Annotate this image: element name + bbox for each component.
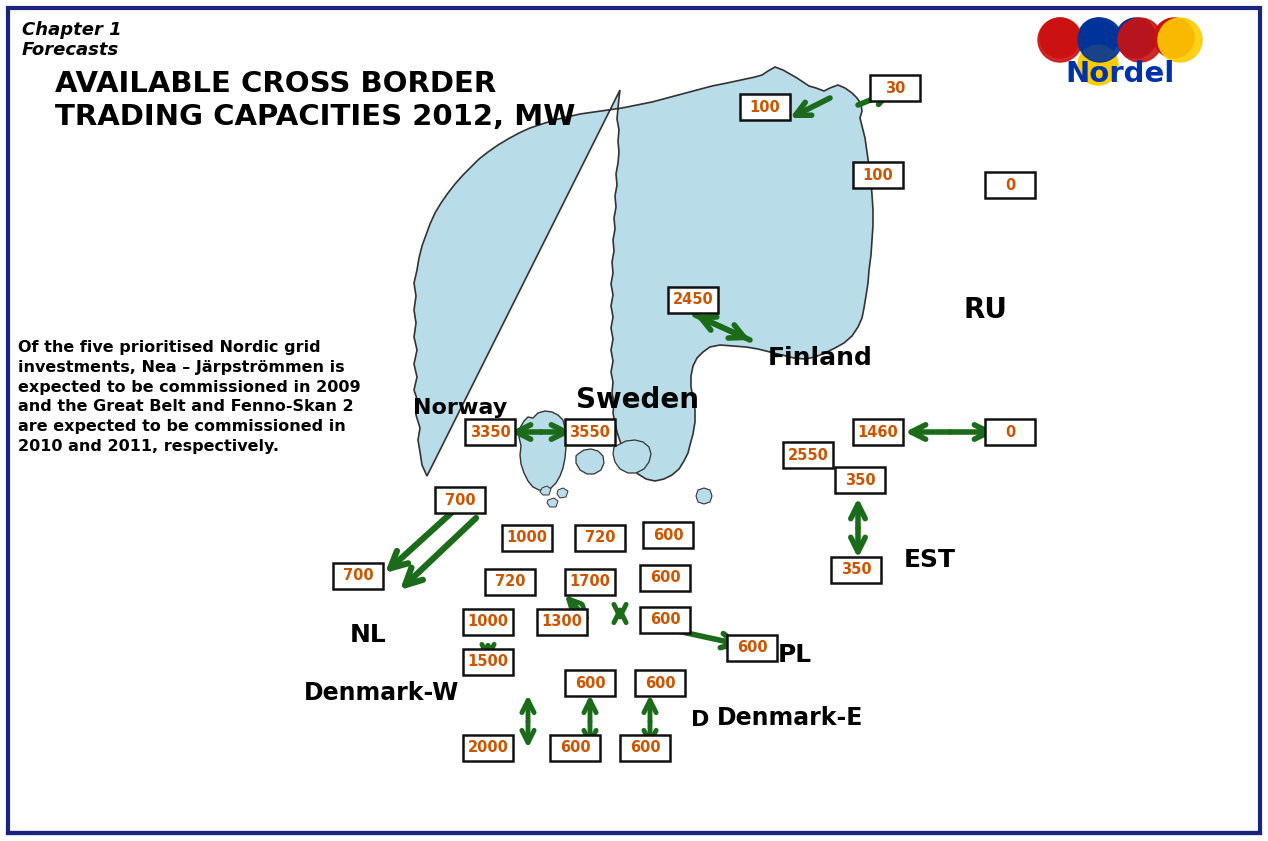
- Circle shape: [1118, 18, 1161, 62]
- Text: 600: 600: [630, 740, 661, 755]
- Circle shape: [1040, 18, 1080, 58]
- FancyBboxPatch shape: [463, 609, 514, 635]
- Text: EST: EST: [904, 548, 956, 572]
- Text: 600: 600: [559, 740, 591, 755]
- FancyBboxPatch shape: [870, 75, 921, 101]
- Polygon shape: [540, 486, 552, 495]
- FancyBboxPatch shape: [435, 487, 484, 513]
- Text: 700: 700: [342, 569, 373, 584]
- Text: 1500: 1500: [468, 654, 508, 669]
- Text: 100: 100: [862, 167, 894, 182]
- Text: Of the five prioritised Nordic grid
investments, Nea – Järpströmmen is
expected : Of the five prioritised Nordic grid inve…: [18, 340, 360, 454]
- FancyBboxPatch shape: [985, 419, 1035, 445]
- Circle shape: [1078, 18, 1122, 62]
- Text: 1000: 1000: [468, 615, 508, 630]
- Text: RU: RU: [964, 296, 1007, 324]
- Text: 2550: 2550: [787, 447, 828, 463]
- Text: Sweden: Sweden: [577, 386, 700, 414]
- Polygon shape: [519, 411, 567, 491]
- FancyBboxPatch shape: [484, 569, 535, 595]
- FancyBboxPatch shape: [831, 557, 881, 583]
- Text: 1700: 1700: [569, 574, 610, 590]
- FancyBboxPatch shape: [784, 442, 833, 468]
- Text: 600: 600: [737, 641, 767, 655]
- Text: 30: 30: [885, 81, 905, 96]
- FancyBboxPatch shape: [538, 609, 587, 635]
- FancyBboxPatch shape: [727, 635, 777, 661]
- FancyBboxPatch shape: [465, 419, 515, 445]
- FancyBboxPatch shape: [635, 670, 685, 696]
- Text: Denmark-E: Denmark-E: [716, 706, 864, 730]
- Text: Chapter 1: Chapter 1: [22, 21, 122, 39]
- FancyBboxPatch shape: [566, 569, 615, 595]
- Text: Norway: Norway: [413, 398, 507, 418]
- Polygon shape: [696, 488, 713, 504]
- FancyBboxPatch shape: [574, 525, 625, 551]
- FancyBboxPatch shape: [463, 735, 514, 761]
- Text: 600: 600: [574, 675, 605, 690]
- Text: 600: 600: [644, 675, 676, 690]
- Text: 350: 350: [844, 473, 875, 488]
- FancyBboxPatch shape: [333, 563, 383, 589]
- Circle shape: [1078, 18, 1118, 58]
- Text: 0: 0: [1004, 425, 1016, 440]
- Polygon shape: [612, 440, 650, 473]
- Text: 2450: 2450: [672, 293, 714, 308]
- Text: 3550: 3550: [569, 425, 610, 440]
- Text: NL: NL: [350, 623, 387, 647]
- FancyBboxPatch shape: [463, 649, 514, 675]
- Polygon shape: [413, 67, 872, 481]
- FancyBboxPatch shape: [620, 735, 670, 761]
- FancyBboxPatch shape: [853, 162, 903, 188]
- Text: 3350: 3350: [469, 425, 511, 440]
- FancyBboxPatch shape: [985, 172, 1035, 198]
- Polygon shape: [557, 488, 568, 498]
- Circle shape: [1038, 18, 1082, 62]
- Text: Finland: Finland: [767, 346, 872, 370]
- Text: Nordel: Nordel: [1065, 60, 1174, 88]
- Text: 100: 100: [749, 99, 780, 114]
- Text: AVAILABLE CROSS BORDER: AVAILABLE CROSS BORDER: [55, 70, 496, 98]
- Circle shape: [1078, 45, 1118, 85]
- Text: 2000: 2000: [468, 740, 508, 755]
- Text: 600: 600: [653, 527, 683, 542]
- FancyBboxPatch shape: [640, 607, 690, 633]
- Text: 720: 720: [495, 574, 525, 590]
- Text: 1300: 1300: [541, 615, 582, 630]
- FancyBboxPatch shape: [566, 419, 615, 445]
- FancyBboxPatch shape: [566, 670, 615, 696]
- FancyBboxPatch shape: [643, 522, 694, 548]
- Text: 720: 720: [585, 531, 615, 546]
- Circle shape: [1116, 18, 1156, 58]
- Polygon shape: [547, 498, 558, 507]
- FancyBboxPatch shape: [550, 735, 600, 761]
- Text: D: D: [691, 710, 709, 730]
- Text: 0: 0: [1004, 177, 1016, 193]
- FancyBboxPatch shape: [853, 419, 903, 445]
- Text: 350: 350: [841, 563, 871, 578]
- Text: 1460: 1460: [857, 425, 898, 440]
- Text: 600: 600: [649, 612, 681, 627]
- Text: TRADING CAPACITIES 2012, MW: TRADING CAPACITIES 2012, MW: [55, 103, 576, 131]
- FancyBboxPatch shape: [668, 287, 718, 313]
- FancyBboxPatch shape: [640, 565, 690, 591]
- FancyBboxPatch shape: [502, 525, 552, 551]
- Text: 600: 600: [649, 570, 681, 585]
- Text: PL: PL: [779, 643, 812, 667]
- Circle shape: [1154, 18, 1194, 58]
- Text: 1000: 1000: [506, 531, 548, 546]
- Text: Denmark-W: Denmark-W: [304, 681, 459, 705]
- FancyBboxPatch shape: [741, 94, 790, 120]
- Text: 700: 700: [445, 493, 476, 507]
- Polygon shape: [576, 449, 604, 474]
- Circle shape: [1158, 18, 1202, 62]
- Text: Forecasts: Forecasts: [22, 41, 119, 59]
- FancyBboxPatch shape: [836, 467, 885, 493]
